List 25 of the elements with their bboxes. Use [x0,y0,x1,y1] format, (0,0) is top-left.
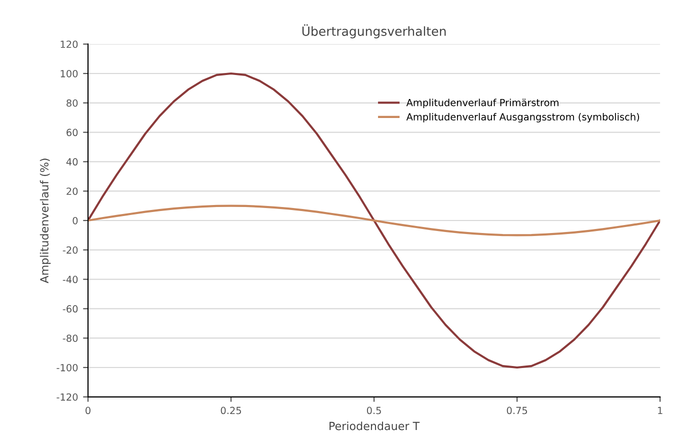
y-tick-label: 20 [66,188,78,195]
y-tick-label: -40 [62,276,78,284]
y-tick-label: -100 [56,364,78,372]
y-tick-label: 100 [60,70,78,78]
y-axis-title: Amplitudenverlauf (%) [40,158,51,284]
y-tick-label: -120 [56,393,78,401]
chart-title: Übertragungsverhalten [302,24,446,38]
y-tick-label: -80 [62,334,78,342]
y-tick-label: 80 [66,99,78,107]
y-tick-label: 60 [66,128,78,136]
x-tick-label: 0.5 [366,406,381,414]
legend-label: Amplitudenverlauf Ausgangsstrom (symbolisch) [406,112,640,122]
y-tick-label: 120 [60,40,78,48]
x-tick-label: 0.25 [220,406,241,414]
y-tick-label: 0 [72,216,78,224]
x-axis-title: Periodendauer T [330,422,420,430]
x-tick-label: 0 [86,406,90,414]
y-tick-label: -20 [62,246,78,254]
line-series [88,72,660,369]
x-tick-label: 1 [658,406,662,414]
x-tick-label: 0.75 [506,406,528,414]
y-tick-label: 40 [66,158,78,166]
line-series [88,204,660,236]
legend-label: Amplitudenverlauf Primärstrom [406,98,558,108]
y-tick-label: -60 [62,305,78,313]
